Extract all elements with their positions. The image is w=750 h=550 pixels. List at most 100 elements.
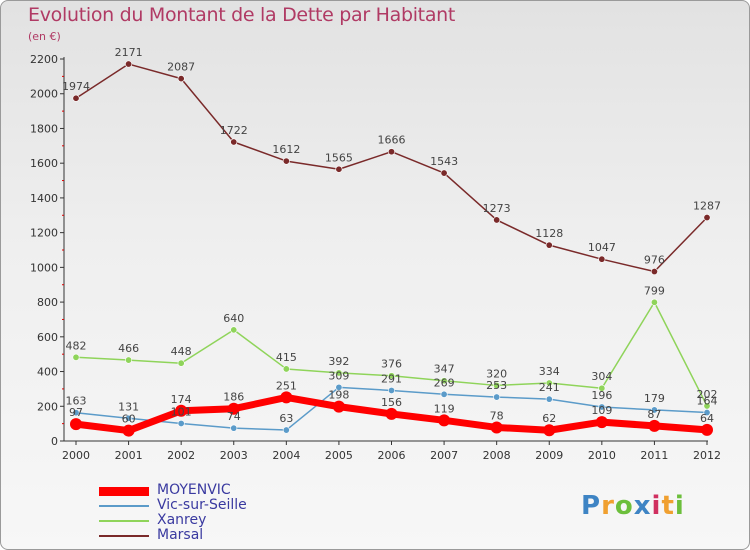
data-label: 163 <box>66 395 87 408</box>
data-point <box>227 402 240 415</box>
data-point <box>598 403 606 411</box>
data-label: 291 <box>381 372 402 385</box>
data-point <box>335 369 343 377</box>
data-point <box>72 409 80 417</box>
y-tick-label: 2000 <box>30 88 58 101</box>
data-label: 1722 <box>220 124 248 137</box>
legend-label: MOYENVIC <box>157 482 231 498</box>
logo-letter: x <box>633 491 652 521</box>
data-label: 1543 <box>430 155 458 168</box>
data-label: 87 <box>647 408 661 421</box>
data-point <box>335 383 343 391</box>
x-tick-label: 2007 <box>430 449 458 462</box>
data-point <box>230 138 238 146</box>
data-label: 164 <box>697 395 718 408</box>
data-point <box>387 386 395 394</box>
data-point <box>230 424 238 432</box>
data-label: 1612 <box>272 143 300 156</box>
y-tick-label: 800 <box>37 296 58 309</box>
x-tick-label: 2008 <box>483 449 511 462</box>
logo-letter: o <box>614 491 634 521</box>
data-label: 253 <box>486 379 507 392</box>
legend-swatch <box>99 486 149 496</box>
x-tick-label: 2002 <box>167 449 195 462</box>
data-point <box>493 381 501 389</box>
data-point <box>493 216 501 224</box>
x-tick-label: 2005 <box>325 449 353 462</box>
x-tick-label: 2012 <box>693 449 721 462</box>
data-label: 1565 <box>325 151 353 164</box>
data-point <box>70 418 82 431</box>
data-point <box>545 395 553 403</box>
data-label: 78 <box>490 409 504 422</box>
y-tick-label: 1600 <box>30 157 58 170</box>
data-label: 976 <box>644 254 665 267</box>
data-label: 269 <box>434 376 455 389</box>
data-point <box>493 393 501 401</box>
data-point <box>72 353 80 361</box>
data-point <box>282 365 290 373</box>
data-point <box>438 414 451 427</box>
data-point <box>177 419 185 427</box>
data-point <box>282 426 290 434</box>
data-point <box>701 423 713 436</box>
data-point <box>703 214 711 222</box>
data-label: 119 <box>434 402 455 415</box>
data-label: 392 <box>328 355 349 368</box>
data-label: 156 <box>381 396 402 409</box>
data-point <box>595 416 608 429</box>
data-point <box>125 414 133 422</box>
data-point <box>703 409 711 417</box>
y-tick-label: 200 <box>37 400 58 413</box>
data-label: 309 <box>328 369 349 382</box>
logo-letter: i <box>674 491 685 521</box>
data-point <box>282 157 290 165</box>
legend-swatch <box>99 520 149 522</box>
data-label: 196 <box>591 389 612 402</box>
data-label: 376 <box>381 358 402 371</box>
data-point <box>177 359 185 367</box>
data-label: 60 <box>122 413 136 426</box>
chart-title: Evolution du Montant de la Dette par Hab… <box>28 4 456 26</box>
x-tick-label: 2003 <box>220 449 248 462</box>
data-label: 74 <box>227 410 241 423</box>
data-point <box>125 60 133 68</box>
data-point <box>280 391 293 404</box>
legend-swatch <box>99 505 149 507</box>
data-label: 1128 <box>535 227 563 240</box>
data-label: 179 <box>644 392 665 405</box>
x-tick-label: 2001 <box>115 449 143 462</box>
data-label: 1666 <box>378 134 406 147</box>
legend-label: Marsal <box>157 527 204 543</box>
data-label: 640 <box>223 312 244 325</box>
data-label: 101 <box>171 405 192 418</box>
data-label: 799 <box>644 284 665 297</box>
data-label: 466 <box>118 342 139 355</box>
data-label: 415 <box>276 351 297 364</box>
data-label: 186 <box>223 391 244 404</box>
data-point <box>230 326 238 334</box>
data-point <box>650 268 658 276</box>
logo-letter: i <box>651 491 662 521</box>
data-point <box>650 298 658 306</box>
data-label: 1047 <box>588 241 616 254</box>
y-tick-label: 600 <box>37 331 58 344</box>
data-point <box>440 377 448 385</box>
data-point <box>125 356 133 364</box>
data-point <box>598 384 606 392</box>
x-tick-label: 2006 <box>378 449 406 462</box>
data-label: 320 <box>486 367 507 380</box>
data-point <box>598 255 606 263</box>
data-label: 448 <box>171 345 192 358</box>
chart-unit: (en €) <box>28 30 61 43</box>
data-point <box>387 372 395 380</box>
data-point <box>385 407 398 420</box>
x-tick-label: 2010 <box>588 449 616 462</box>
x-tick-label: 2000 <box>62 449 90 462</box>
data-label: 241 <box>539 381 560 394</box>
logo-letter: P <box>581 491 602 521</box>
data-label: 304 <box>591 370 612 383</box>
data-point <box>175 404 188 417</box>
